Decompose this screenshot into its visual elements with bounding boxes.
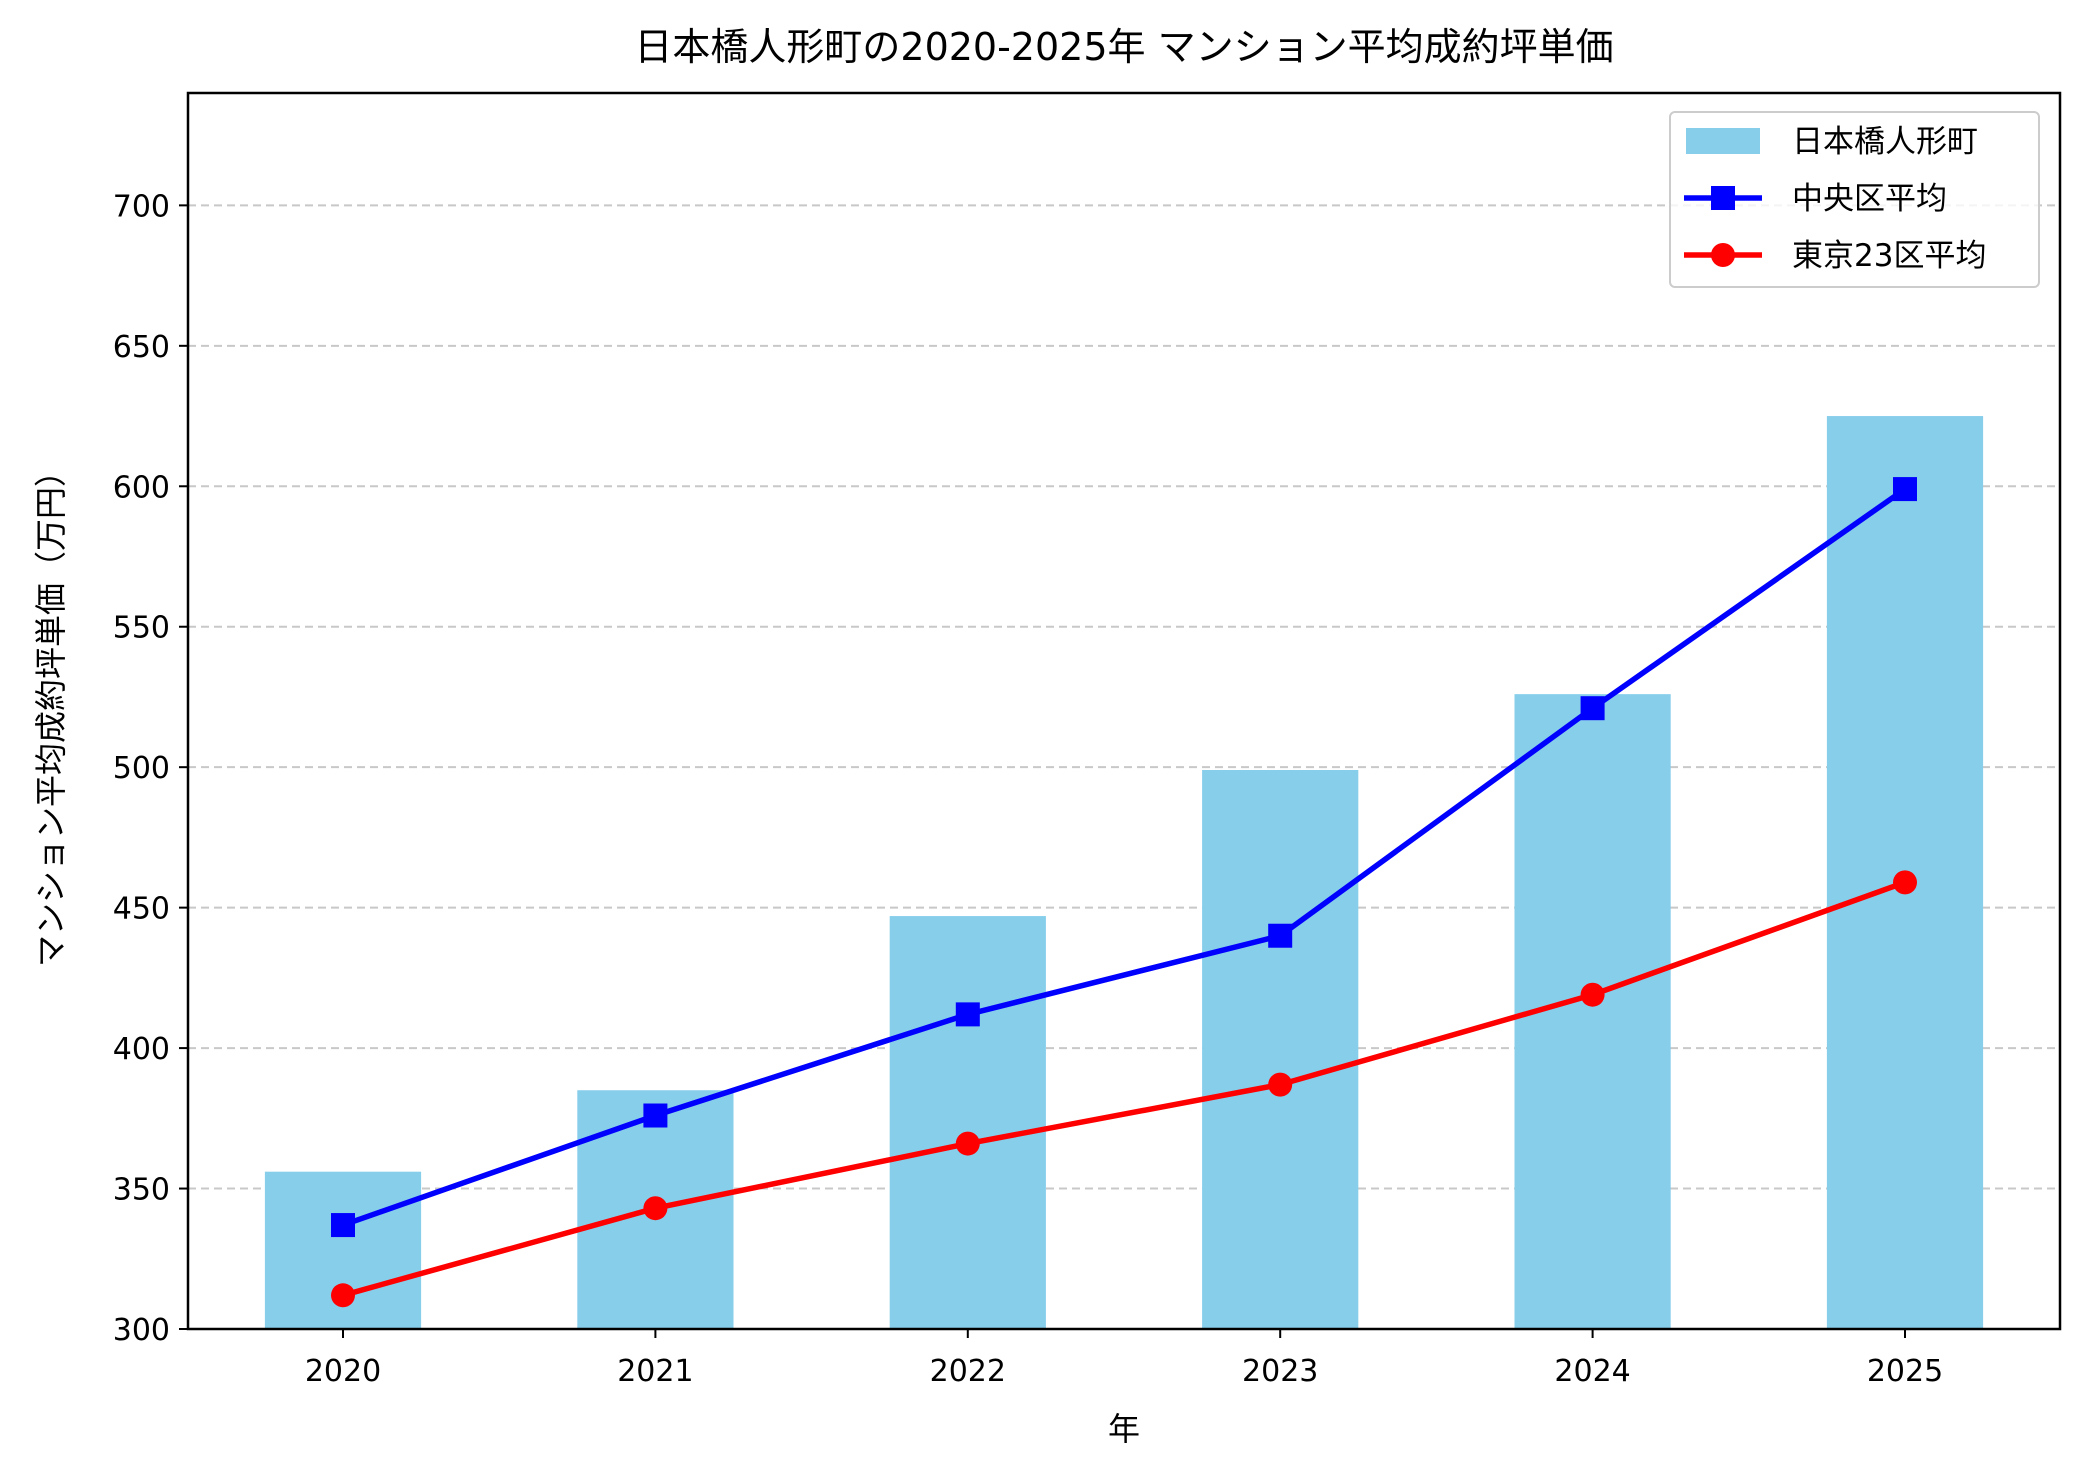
- x-axis: 2020 2021 2022 2023 2024 2025: [305, 1329, 1943, 1389]
- legend-marker-square: [1711, 186, 1735, 210]
- y-tick-label: 450: [113, 892, 170, 927]
- y-tick-label: 550: [113, 611, 170, 646]
- y-axis-label: マンション平均成約坪単価（万円）: [32, 455, 70, 967]
- chart-title: 日本橋人形町の2020-2025年 マンション平均成約坪単価: [634, 25, 1613, 69]
- x-axis-label: 年: [1108, 1410, 1140, 1448]
- bar-2023: [1202, 769, 1359, 1329]
- marker-square: [643, 1103, 668, 1128]
- y-tick-label: 350: [113, 1173, 170, 1208]
- marker-circle: [1580, 982, 1605, 1007]
- legend-label: 中央区平均: [1792, 181, 1947, 217]
- x-tick-label: 2023: [1242, 1354, 1318, 1389]
- legend-label: 日本橋人形町: [1792, 124, 1978, 160]
- y-tick-label: 300: [113, 1313, 170, 1348]
- lines: [331, 477, 1917, 1308]
- x-tick-label: 2024: [1554, 1354, 1630, 1389]
- marker-square: [1893, 477, 1917, 502]
- marker-circle: [1268, 1072, 1293, 1097]
- y-axis: 300 350 400 450 500 550 600 650 700: [113, 189, 188, 1348]
- y-tick-label: 600: [113, 470, 170, 505]
- y-tick-label: 400: [113, 1032, 170, 1067]
- series-line-2: [342, 879, 1906, 1298]
- bar-2022: [889, 916, 1046, 1329]
- grid: [188, 204, 2060, 1190]
- marker-circle: [331, 1283, 355, 1308]
- marker-circle: [1893, 870, 1917, 895]
- marker-square: [1268, 923, 1293, 948]
- x-tick-label: 2020: [305, 1354, 381, 1389]
- marker-square: [331, 1213, 355, 1238]
- y-tick-label: 650: [113, 330, 170, 365]
- marker-square: [955, 1002, 980, 1027]
- legend-label: 東京23区平均: [1792, 238, 1986, 274]
- series-line-1: [342, 486, 1907, 1228]
- marker-circle: [643, 1196, 668, 1221]
- legend-marker-circle: [1711, 243, 1735, 267]
- axes-frame: [186, 91, 2062, 1331]
- x-tick-label: 2022: [930, 1354, 1006, 1389]
- legend-swatch: [1686, 128, 1760, 154]
- bars: [264, 416, 1984, 1330]
- x-tick-label: 2021: [617, 1354, 693, 1389]
- x-tick-label: 2025: [1867, 1354, 1943, 1389]
- y-tick-label: 700: [113, 189, 170, 224]
- marker-square: [1580, 696, 1605, 721]
- marker-circle: [955, 1131, 980, 1156]
- y-tick-label: 500: [113, 751, 170, 786]
